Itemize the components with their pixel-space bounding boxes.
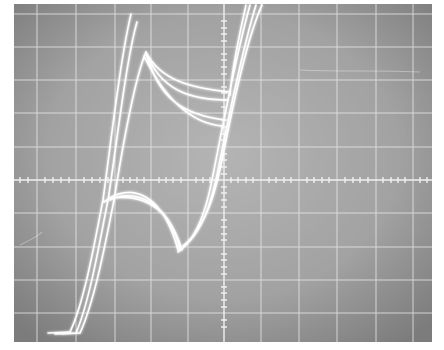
oscilloscope-photo	[0, 0, 444, 350]
page	[0, 0, 444, 350]
